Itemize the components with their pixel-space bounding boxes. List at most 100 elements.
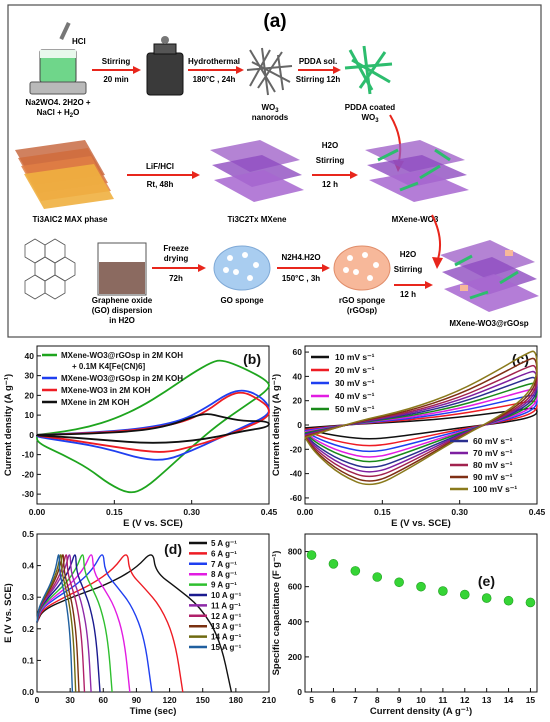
cv-curve-b-1	[36, 389, 270, 461]
arrow3-top: PDDA sol.	[299, 57, 337, 66]
row1: HCl Na2WO4. 2H2O + NaCl + H2O Stirring 2…	[25, 21, 395, 124]
scatter-point-e-7	[350, 566, 361, 576]
legend-text-c-left-0: 10 mV s⁻¹	[335, 352, 375, 362]
x-tick-label-d: 60	[99, 695, 109, 705]
arrow7-bottom: 72h	[169, 274, 183, 283]
y-tick-label-b: 10	[25, 410, 35, 420]
max-phase-icon	[15, 140, 114, 209]
x-tick-label-b: 0.00	[29, 507, 46, 517]
scatter-point-e-14	[503, 595, 514, 606]
legend-text-d-2: 7 A g⁻¹	[211, 560, 237, 569]
legend-text-d-8: 13 A g⁻¹	[211, 622, 242, 631]
arrow8-top: N2H4.H2O	[281, 253, 320, 262]
row3-stir2: 12 h	[400, 290, 416, 299]
legend-text-c-left-1: 20 mV s⁻¹	[335, 365, 375, 375]
y-tick-label-d: 0.0	[22, 687, 34, 697]
autoclave-knob	[161, 36, 169, 44]
graphene-oxide-structure-icon	[24, 238, 76, 300]
mxene-wo3-icon	[365, 140, 469, 202]
legend-text-d-1: 6 A g⁻¹	[211, 549, 237, 558]
arrowhead-10	[425, 281, 433, 289]
legend-text-d-4: 9 A g⁻¹	[211, 581, 237, 590]
y-tick-label-e: 600	[288, 582, 302, 592]
x-tick-label-d: 120	[162, 695, 176, 705]
gcd-curve-d-2	[36, 554, 153, 693]
cv-curve-c-20	[304, 400, 538, 447]
legend-text-c-left-4: 50 mV s⁻¹	[335, 404, 375, 414]
pdda-line1: PDDA coated	[345, 103, 395, 112]
gcd-curve-d-3	[36, 554, 131, 693]
x-tick-label-e: 15	[526, 695, 536, 705]
go-dispersion	[99, 262, 145, 294]
chart-c: 0.00 0.15 0.30 0.45 -60 -40 -20 0 20 40 60 E (V vs.…	[271, 345, 546, 529]
max-phase-label: Ti3AlC2 MAX phase	[33, 215, 109, 224]
panel-label-e: (e)	[478, 573, 495, 589]
y-tick-label-d: 0.4	[22, 561, 34, 571]
legend-text-d-0: 5 A g⁻¹	[211, 539, 237, 548]
y-axis-label-d: E (V vs. SCE)	[3, 583, 14, 643]
chart-b: 0.00 0.15 0.30 0.45 -30 -20 -10 0 10 20 30 40 E (V v…	[3, 345, 278, 529]
row3-stir1: Stirring	[394, 265, 423, 274]
reagents-line1: Na2WO4. 2H2O +	[25, 98, 90, 107]
legend-text-d-5: 10 A g⁻¹	[211, 591, 242, 600]
mxene-wo3-rgo-icon	[440, 240, 539, 312]
x-tick-label-b: 0.45	[261, 507, 278, 517]
cv-curve-c-100	[304, 350, 538, 486]
chart-d: 0 30 60 90 120 150 180 210 0.0 0.1 0.2 0.3 0.4 0.5 Tim…	[3, 529, 276, 717]
row2-stir1: Stirring	[316, 156, 345, 165]
rgo-sponge-icon	[333, 245, 391, 291]
arrow4-top: LiF/HCl	[146, 162, 174, 171]
arrowhead-2	[236, 66, 244, 74]
row3-h2o: H2O	[400, 250, 416, 259]
go-line2: (GO) dispersion	[92, 306, 153, 315]
legend-text-d-6: 11 A g⁻¹	[211, 601, 241, 610]
legend-text-b-1: MXene-WO3@rGOsp in 2M KOH	[61, 374, 183, 383]
x-tick-label-d: 150	[196, 695, 210, 705]
y-tick-label-c: 40	[293, 371, 303, 381]
arrow1-bottom: 20 min	[103, 75, 128, 84]
go-line1: Graphene oxide	[92, 296, 153, 305]
gcd-curve-d-10	[36, 554, 74, 693]
arrow7-top: Freeze	[163, 244, 189, 253]
autoclave-cap	[153, 43, 177, 55]
arrow3-bottom: Stirring 12h	[296, 75, 341, 84]
x-tick-label-e: 8	[375, 695, 380, 705]
y-tick-label-c: 20	[293, 396, 303, 406]
scatter-point-e-9	[394, 577, 404, 588]
x-tick-label-e: 7	[353, 695, 358, 705]
legend-text-d-7: 12 A g⁻¹	[211, 612, 242, 621]
plot-frame-b	[36, 345, 270, 505]
y-tick-label-c: -20	[290, 444, 303, 454]
y-axis-label-b: Current density (A g⁻¹)	[3, 374, 14, 476]
panel-label-d: (d)	[164, 541, 182, 557]
x-tick-label-d: 0	[35, 695, 40, 705]
arrowhead-3	[333, 66, 341, 74]
x-tick-label-c: 0.45	[529, 507, 546, 517]
legend-text-c-right-1: 70 mV s⁻¹	[473, 448, 513, 458]
y-axis-label-c: Current density (A g⁻¹)	[271, 374, 282, 476]
x-tick-label-e: 6	[331, 695, 336, 705]
scatter-point-e-11	[438, 586, 448, 596]
x-axis-label-e: Current density (A g⁻¹)	[370, 706, 472, 717]
autoclave-icon	[146, 52, 184, 96]
arrow7-mid: drying	[164, 254, 189, 263]
arrowhead-7	[198, 264, 206, 272]
wo3-nanorods-icon	[246, 47, 293, 96]
x-tick-label-d: 90	[132, 695, 142, 705]
cv-curve-c-10	[304, 407, 538, 440]
y-tick-label-e: 800	[288, 547, 302, 557]
arrowhead-4	[192, 171, 200, 179]
mxene-label: Ti3C2Tx MXene	[228, 215, 288, 224]
legend-text-c-right-0: 60 mV s⁻¹	[473, 436, 513, 446]
x-tick-label-e: 10	[416, 695, 426, 705]
y-tick-label-b: 30	[25, 371, 35, 381]
legend-text-c-right-3: 90 mV s⁻¹	[473, 472, 513, 482]
x-tick-label-d: 30	[65, 695, 75, 705]
x-tick-label-c: 0.00	[297, 507, 314, 517]
legend-text-c-right-4: 100 mV s⁻¹	[473, 484, 517, 494]
y-tick-label-d: 0.5	[22, 529, 34, 539]
stirrer-plate-icon	[29, 81, 87, 95]
arrowhead-6	[350, 171, 358, 179]
arrow2-top: Hydrothermal	[188, 57, 240, 66]
x-tick-label-b: 0.15	[106, 507, 123, 517]
